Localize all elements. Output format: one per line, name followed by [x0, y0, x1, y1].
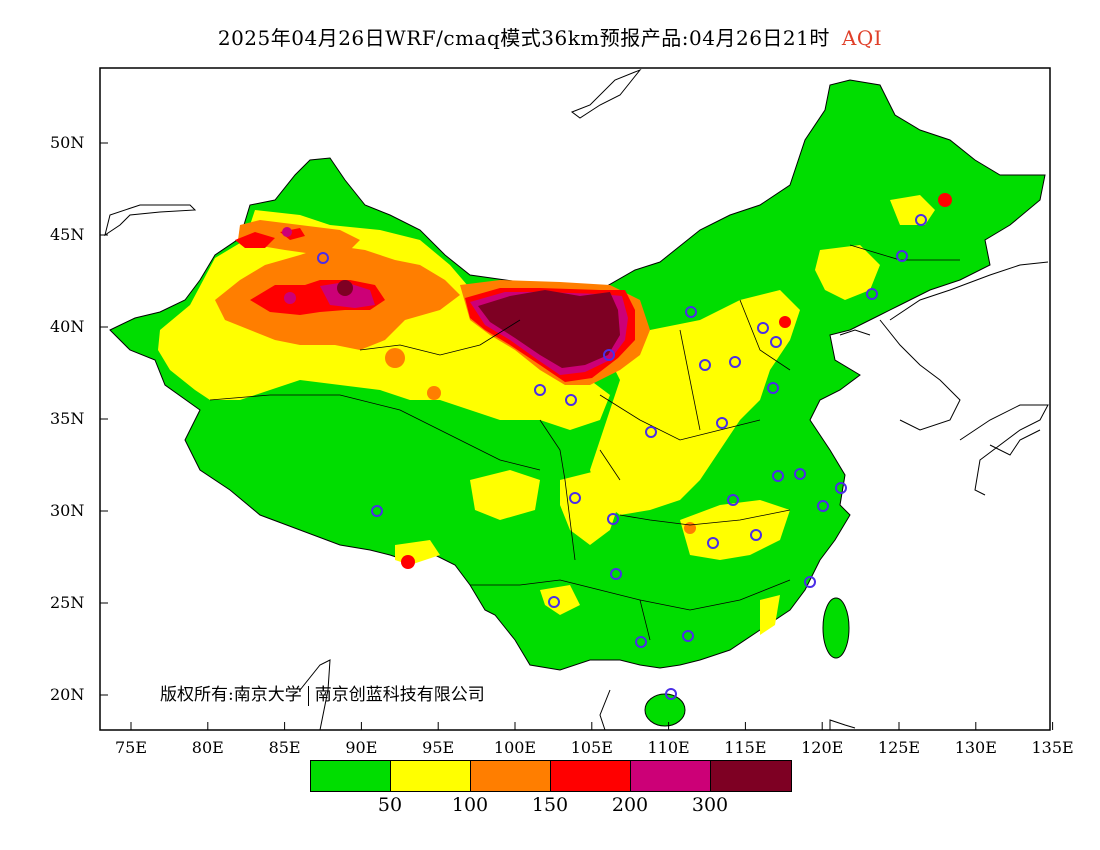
- lon-tick-label: 130E: [954, 738, 997, 757]
- copyright-credit: 版权所有:南京大学 南京创蓝科技有限公司: [160, 680, 485, 706]
- colorbar-segment: [711, 761, 791, 791]
- lat-tick-label: 45N: [50, 225, 85, 244]
- aqi-zone-over-300: [337, 280, 620, 368]
- lat-tick-label: 50N: [50, 133, 85, 152]
- colorbar-level-label: 50: [377, 794, 403, 816]
- credit-left: 版权所有:南京大学: [160, 685, 302, 705]
- lon-tick-label: 80E: [191, 738, 224, 757]
- map-title: 2025年04月26日WRF/cmaq模式36km预报产品:04月26日21时 A…: [0, 22, 1100, 51]
- lon-tick-label: 115E: [724, 738, 767, 757]
- lon-tick-label: 90E: [345, 738, 378, 757]
- lon-tick-label: 135E: [1031, 738, 1074, 757]
- province-borders: [209, 244, 960, 641]
- axis-ticks: [100, 142, 1054, 730]
- credit-divider: [307, 685, 309, 706]
- lon-tick-label: 110E: [647, 738, 690, 757]
- lon-tick-label: 100E: [493, 738, 537, 757]
- colorbar-level-label: 100: [451, 794, 489, 816]
- title-variable: AQI: [841, 26, 883, 50]
- lon-tick-label: 85E: [268, 738, 301, 757]
- aqi-colorbar: [310, 760, 792, 792]
- colorbar-segment: [551, 761, 631, 791]
- colorbar-segment: [631, 761, 711, 791]
- credit-right: 南京创蓝科技有限公司: [314, 685, 485, 705]
- lon-tick-label: 95E: [422, 738, 455, 757]
- lat-tick-label: 30N: [50, 501, 85, 520]
- colorbar-segment: [471, 761, 551, 791]
- taiwan-island: [822, 597, 850, 659]
- title-main: 2025年04月26日WRF/cmaq模式36km预报产品:04月26日21时: [217, 26, 830, 50]
- lat-tick-label: 40N: [50, 317, 85, 336]
- colorbar-level-label: 200: [611, 794, 649, 816]
- lon-tick-label: 120E: [801, 738, 844, 757]
- colorbar-segment: [311, 761, 391, 791]
- city-markers: [317, 214, 927, 700]
- lon-tick-label: 75E: [114, 738, 148, 757]
- colorbar-level-label: 300: [691, 794, 729, 816]
- hainan-island: [644, 693, 686, 727]
- lat-tick-label: 25N: [50, 593, 85, 612]
- lat-tick-label: 20N: [50, 685, 85, 704]
- lon-tick-label: 125E: [877, 738, 921, 757]
- lat-tick-label: 35N: [50, 409, 85, 428]
- lon-tick-label: 105E: [570, 738, 613, 757]
- neighbor-coastlines: [104, 68, 1049, 731]
- colorbar-level-label: 150: [531, 794, 569, 816]
- colorbar-segment: [391, 761, 471, 791]
